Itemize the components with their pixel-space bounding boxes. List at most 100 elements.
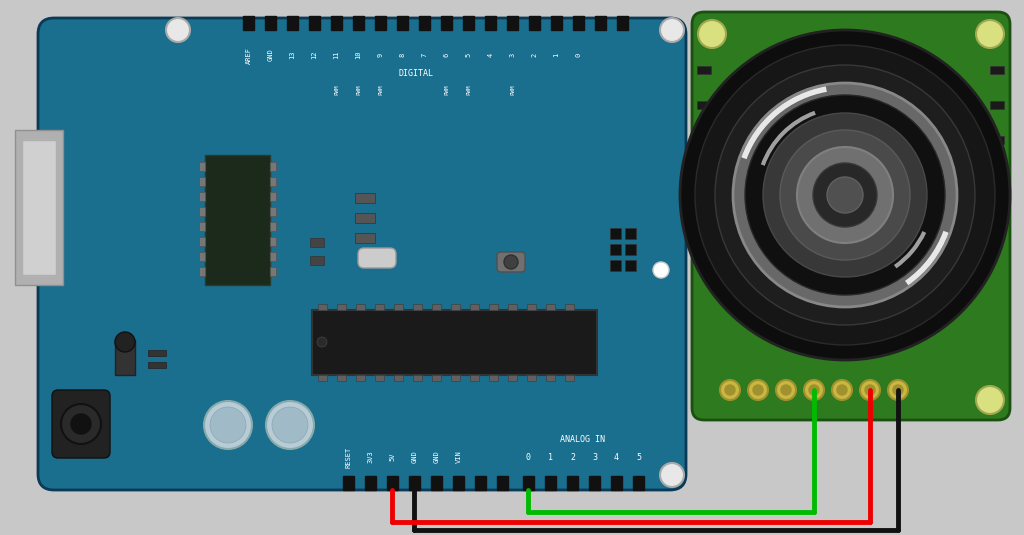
Text: AREF: AREF [246, 47, 252, 64]
Bar [497, 476, 508, 490]
Bar [545, 476, 556, 490]
Bar [199, 192, 205, 201]
Bar [199, 177, 205, 186]
Text: GND: GND [433, 450, 439, 463]
Bar [633, 476, 644, 490]
Text: 0: 0 [575, 53, 582, 57]
Bar [270, 207, 276, 216]
Text: RESET: RESET [345, 446, 351, 468]
Bar [419, 16, 430, 30]
Bar [375, 16, 386, 30]
Bar [148, 350, 166, 356]
FancyBboxPatch shape [497, 252, 525, 272]
Bar [431, 476, 442, 490]
Bar [270, 192, 276, 201]
Bar [470, 375, 479, 381]
Circle shape [753, 385, 763, 395]
Circle shape [695, 45, 995, 345]
Bar [387, 476, 398, 490]
Bar [356, 375, 365, 381]
Text: 3: 3 [510, 53, 515, 57]
Text: PWM: PWM [510, 85, 515, 95]
Text: 1: 1 [554, 53, 559, 57]
Text: 5: 5 [636, 453, 641, 462]
Bar [394, 304, 403, 310]
Bar [199, 252, 205, 261]
Bar [990, 136, 1004, 144]
Text: 1: 1 [548, 453, 553, 462]
Circle shape [860, 380, 880, 400]
Bar [337, 304, 346, 310]
Circle shape [680, 30, 1010, 360]
Text: VIN: VIN [456, 450, 462, 463]
Bar [489, 375, 498, 381]
Bar [489, 304, 498, 310]
Bar [529, 16, 540, 30]
Bar [625, 244, 636, 255]
Bar [22, 140, 56, 275]
Bar [697, 171, 711, 179]
Bar [270, 222, 276, 231]
Bar [148, 362, 166, 368]
Bar [611, 476, 622, 490]
Bar [115, 340, 135, 375]
Text: 2: 2 [570, 453, 575, 462]
Circle shape [653, 262, 669, 278]
Circle shape [725, 385, 735, 395]
Text: 11: 11 [334, 51, 340, 59]
Circle shape [698, 20, 726, 48]
Bar [270, 162, 276, 171]
Bar [470, 304, 479, 310]
Text: 3: 3 [592, 453, 597, 462]
FancyBboxPatch shape [38, 18, 686, 490]
Text: GND: GND [267, 49, 273, 62]
Bar [413, 375, 422, 381]
Bar [199, 207, 205, 216]
Circle shape [210, 407, 246, 443]
Bar [355, 233, 375, 243]
Bar [243, 16, 254, 30]
Bar [565, 304, 574, 310]
Bar [589, 476, 600, 490]
Bar [990, 101, 1004, 109]
Circle shape [660, 463, 684, 487]
Circle shape [797, 147, 893, 243]
Bar [610, 244, 621, 255]
Bar [312, 310, 597, 375]
Bar [990, 66, 1004, 74]
Bar [375, 375, 384, 381]
Text: GND: GND [412, 450, 418, 463]
Bar [265, 16, 276, 30]
Bar [485, 16, 496, 30]
Bar [625, 260, 636, 271]
Bar [365, 476, 376, 490]
Bar [508, 304, 517, 310]
Circle shape [831, 380, 852, 400]
Bar [453, 476, 464, 490]
Circle shape [813, 163, 877, 227]
Bar [451, 375, 460, 381]
Text: 3V3: 3V3 [368, 450, 374, 463]
Bar [546, 375, 555, 381]
Circle shape [781, 385, 791, 395]
Bar [337, 375, 346, 381]
Bar [394, 375, 403, 381]
Circle shape [61, 404, 101, 444]
FancyBboxPatch shape [358, 248, 396, 268]
Circle shape [660, 18, 684, 42]
Bar [205, 155, 270, 285]
Text: 5: 5 [466, 53, 471, 57]
Bar [409, 476, 420, 490]
Circle shape [763, 113, 927, 277]
Bar [270, 267, 276, 276]
Bar [610, 260, 621, 271]
Text: 4: 4 [487, 53, 494, 57]
Circle shape [776, 380, 796, 400]
Text: 12: 12 [311, 51, 317, 59]
FancyBboxPatch shape [52, 390, 110, 458]
Bar [199, 267, 205, 276]
Circle shape [317, 337, 327, 347]
Text: 0: 0 [526, 453, 531, 462]
Text: 2: 2 [531, 53, 538, 57]
Circle shape [837, 385, 847, 395]
